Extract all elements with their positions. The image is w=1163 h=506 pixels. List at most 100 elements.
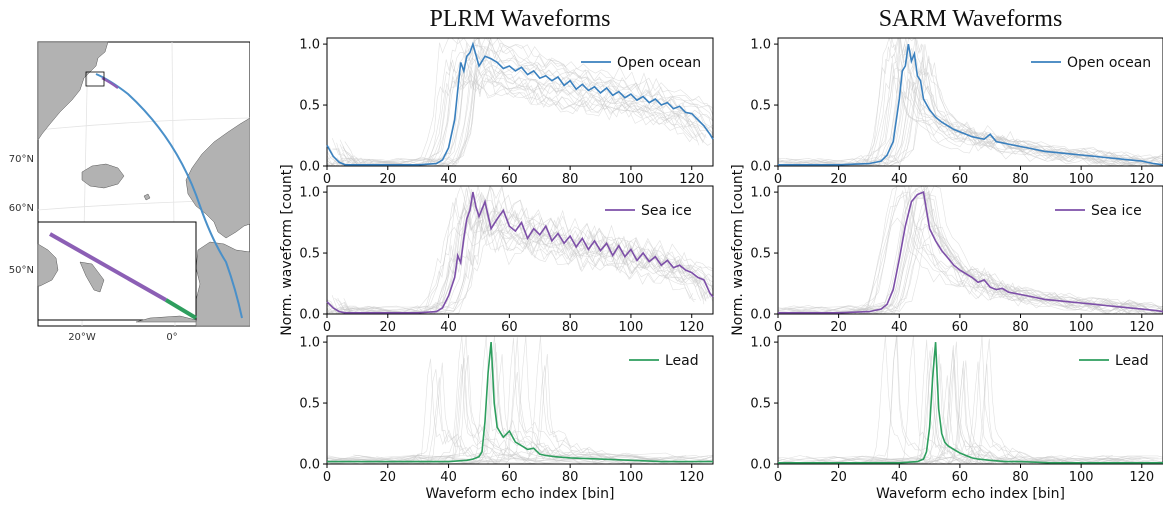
track-open-ocean (95, 73, 243, 319)
inset-track-lead (164, 298, 198, 320)
x-axis-label: Waveform echo index [bin] (876, 486, 1065, 502)
y-tick-label: 0.5 (750, 99, 771, 114)
background-waveforms (778, 38, 1163, 166)
lon-label-20w: 20°W (68, 332, 96, 343)
x-tick-label: 120 (679, 470, 704, 485)
y-tick-label: 0.0 (299, 458, 320, 473)
land-scandinavia (185, 117, 250, 239)
background-waveform-line (376, 336, 713, 464)
background-waveform-line (332, 38, 713, 166)
lat-label-60: 60°N (9, 203, 34, 214)
background-waveform-line (788, 67, 1163, 166)
series-line-sea-ice (778, 190, 1163, 314)
background-waveform-line (778, 194, 1146, 314)
land-faroe (143, 193, 151, 201)
background-waveform-line (341, 47, 713, 166)
chart-panel-5: 0 20 40 60 80 100 120 0.0 0.5 1.0 Lead Waveform ech… (750, 335, 1163, 502)
background-waveform-line (327, 38, 699, 166)
x-tick-label: 120 (1129, 470, 1154, 485)
x-tick-label: 120 (1129, 172, 1154, 187)
background-waveform-line (327, 59, 693, 166)
background-waveform-line (782, 191, 1163, 314)
x-tick-label: 120 (1129, 320, 1154, 335)
background-waveforms (327, 186, 713, 314)
x-tick-label: 80 (562, 320, 579, 335)
background-waveform-line (342, 38, 713, 166)
x-tick-label: 60 (501, 470, 518, 485)
x-tick-label: 0 (774, 470, 782, 485)
land-greenland (37, 41, 109, 141)
background-waveform-line (334, 220, 713, 314)
x-axis-label: Waveform echo index [bin] (425, 486, 614, 502)
background-waveform-line (327, 336, 689, 464)
x-tick-label: 60 (501, 172, 518, 187)
y-tick-label: 0.5 (299, 397, 320, 412)
y-tick-label: 0.0 (750, 160, 771, 175)
inset-land-bottom (135, 315, 197, 323)
background-waveform-line (344, 38, 713, 166)
x-tick-label: 80 (562, 470, 579, 485)
x-tick-label: 80 (1012, 320, 1029, 335)
track-sea-ice (101, 76, 119, 89)
x-tick-label: 80 (1012, 172, 1029, 187)
background-waveform-line (831, 338, 1163, 464)
x-tick-label: 20 (830, 320, 847, 335)
x-tick-label: 0 (323, 172, 331, 187)
background-waveform-line (778, 336, 1124, 464)
x-tick-label: 40 (891, 172, 908, 187)
background-waveform-line (782, 186, 1163, 314)
background-waveforms (327, 38, 713, 166)
background-waveform-line (778, 75, 1149, 166)
legend: Lead (629, 353, 699, 369)
x-tick-label: 20 (830, 470, 847, 485)
x-tick-label: 20 (380, 172, 397, 187)
chart-panel-1: 0 20 40 60 80 100 120 0.0 0.5 1.0 Open ocean (750, 37, 1163, 187)
y-tick-label: 0.5 (750, 397, 771, 412)
background-waveform-line (335, 192, 713, 314)
chart-panel-0: 0 20 40 60 80 100 120 0.0 0.5 1.0 Open ocean (299, 37, 714, 187)
axes-frame (326, 335, 714, 465)
background-waveform-line (327, 69, 700, 166)
background-waveform-line (327, 210, 709, 314)
y-tick-label: 0.0 (750, 308, 771, 323)
x-tick-label: 100 (1069, 172, 1094, 187)
legend-label: Sea ice (1091, 203, 1142, 219)
background-waveform-line (786, 56, 1163, 166)
land-iceland (81, 163, 125, 189)
land-europe (195, 241, 250, 327)
x-tick-label: 100 (619, 320, 644, 335)
lat-label-50: 50°N (9, 265, 34, 276)
y-tick-label: 1.0 (750, 186, 771, 201)
chart-panel-3: 0 20 40 60 80 100 120 0.0 0.5 1.0 Sea ice Norm. wav… (730, 164, 1163, 336)
inset-land-left (37, 243, 59, 287)
x-tick-label: 0 (323, 320, 331, 335)
axes-frame (326, 37, 714, 167)
x-tick-label: 100 (619, 470, 644, 485)
zoom-box (85, 71, 105, 87)
background-waveform-line (328, 357, 713, 464)
legend-label: Lead (665, 353, 699, 369)
x-tick-label: 0 (774, 320, 782, 335)
background-waveform-line (798, 58, 1163, 166)
background-waveform-line (790, 69, 1163, 166)
background-waveform-line (327, 38, 692, 166)
x-tick-label: 60 (501, 320, 518, 335)
y-tick-label: 1.0 (750, 38, 771, 53)
x-tick-label: 20 (380, 320, 397, 335)
background-waveform-line (778, 336, 1113, 464)
x-tick-label: 40 (891, 320, 908, 335)
background-waveform-line (778, 78, 1163, 166)
plrm-title: PLRM Waveforms (429, 6, 611, 32)
legend: Lead (1079, 353, 1149, 369)
y-axis-label: Norm. waveform [count] (279, 164, 295, 336)
background-waveform-line (331, 38, 713, 166)
background-waveform-line (778, 186, 1144, 314)
legend-label: Lead (1115, 353, 1149, 369)
background-waveform-line (780, 81, 1163, 166)
background-waveform-line (327, 226, 695, 314)
y-tick-label: 1.0 (299, 186, 320, 201)
background-waveform-line (798, 55, 1163, 166)
location-map: 70°N 60°N 50°N 20°W 0° (9, 41, 250, 343)
background-waveform-line (343, 186, 713, 314)
